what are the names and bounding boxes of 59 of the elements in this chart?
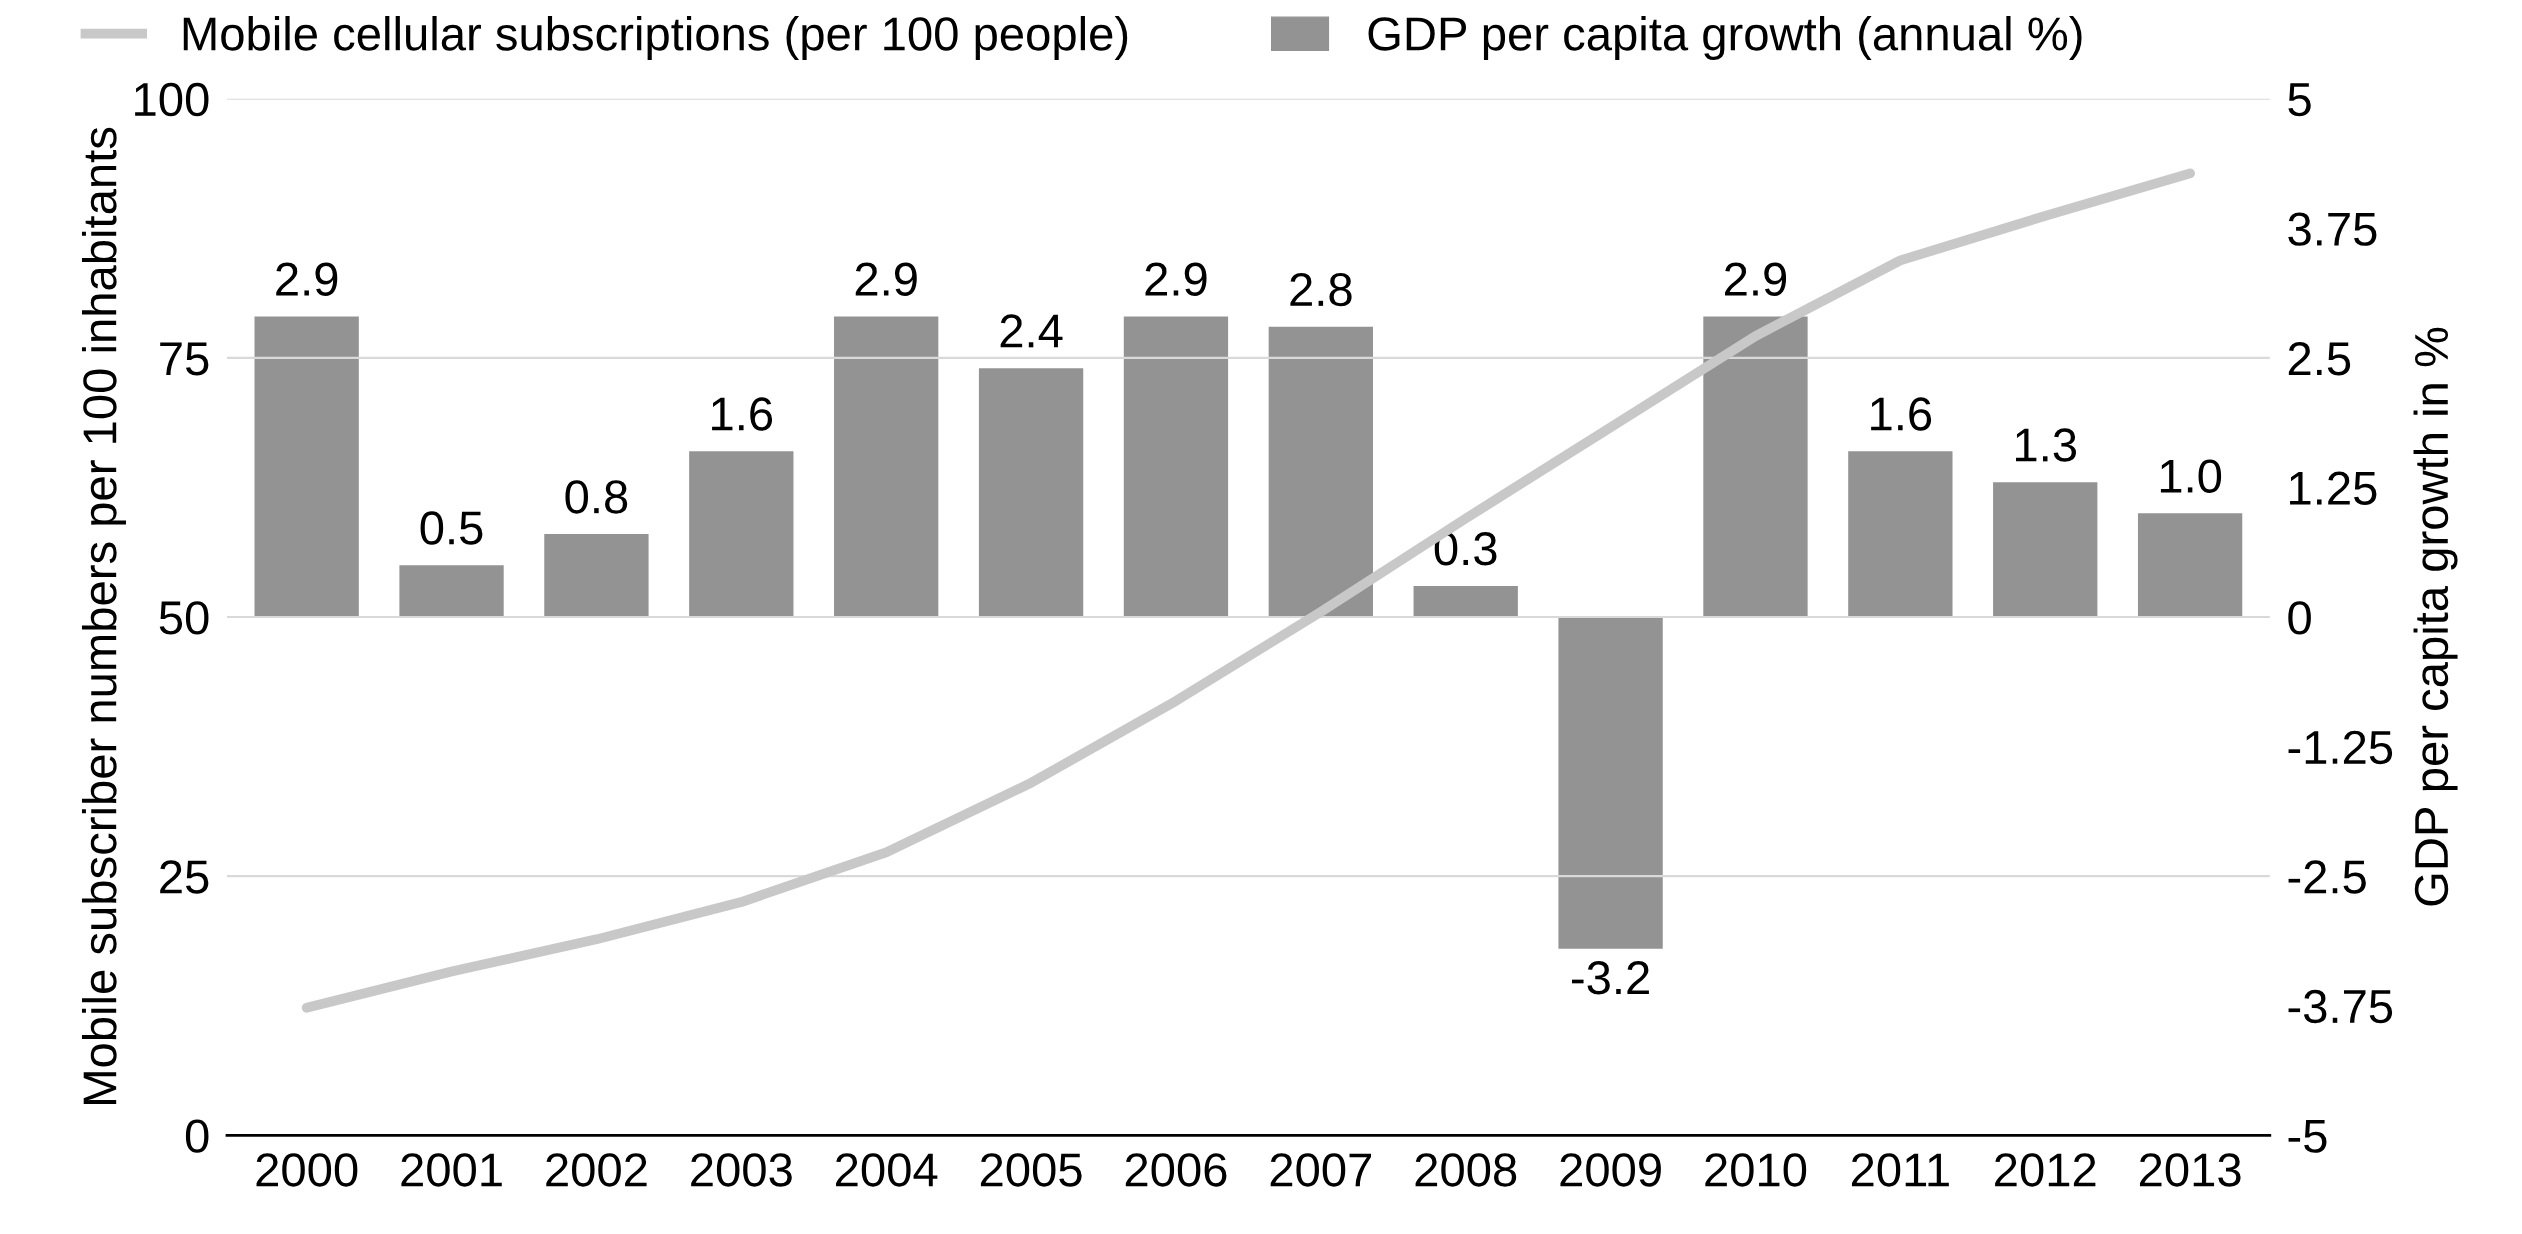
y2-tick-label: 5 <box>2288 83 2311 117</box>
bar <box>544 534 649 617</box>
x-tick-label: 2007 <box>1270 1153 1371 1187</box>
legend-label: Mobile cellular subscriptions (per 100 people) <box>183 16 1128 61</box>
data-label: 2.9 <box>1145 262 1207 296</box>
y2-tick-label: -5 <box>2288 1119 2327 1153</box>
x-tick-label: 2010 <box>1705 1153 1807 1187</box>
data-label: 1.0 <box>2160 459 2222 493</box>
y2-tick-label: -2.5 <box>2288 860 2366 894</box>
x-tick-label: 2002 <box>546 1153 647 1187</box>
x-tick-label: 2005 <box>980 1153 1082 1187</box>
data-label: 2.9 <box>1725 262 1787 296</box>
data-label: 1.6 <box>1871 397 1932 431</box>
bar <box>1703 316 1808 617</box>
y-tick-label: 100 <box>135 82 209 117</box>
y2-axis-title: GDP per capita growth in % <box>2413 327 2458 906</box>
bar <box>1848 451 1953 617</box>
bar <box>834 316 939 617</box>
y2-tick-label: 3.75 <box>2288 212 2377 246</box>
bar <box>399 565 504 617</box>
bar <box>689 451 794 617</box>
y-tick-label: 75 <box>160 342 209 376</box>
data-label: 2.4 <box>1000 314 1063 348</box>
x-tick-label: 2008 <box>1415 1153 1517 1187</box>
x-tick-label: 2004 <box>836 1153 938 1187</box>
data-label: 2.9 <box>276 262 338 296</box>
x-tick-label: 2011 <box>1851 1153 1949 1187</box>
y-axis-title: Mobile subscriber numbers per 100 inhabitants <box>81 127 126 1104</box>
y2-tick-label: 2.5 <box>2288 342 2351 376</box>
bar <box>1558 617 1663 949</box>
data-label: 1.6 <box>712 397 773 431</box>
data-label: 2.8 <box>1290 272 1352 307</box>
x-tick-label: 2012 <box>1995 1153 2096 1187</box>
y-tick-label: 50 <box>159 601 209 635</box>
data-label: 0.8 <box>565 480 628 514</box>
bar <box>1268 326 1373 617</box>
legend-label: GDP per capita growth (annual %) <box>1368 16 2082 61</box>
data-label: -3.2 <box>1572 961 1649 995</box>
data-label: 2.9 <box>855 262 917 296</box>
y2-tick-label: 1.25 <box>2290 471 2377 506</box>
bar <box>1413 585 1518 617</box>
bar <box>978 368 1084 617</box>
data-label: 0.5 <box>420 511 483 545</box>
y-tick-label: 0 <box>185 1119 209 1153</box>
y2-tick-label: 0 <box>2288 601 2311 635</box>
x-tick-label: 2000 <box>256 1153 358 1187</box>
x-tick-label: 2003 <box>691 1153 792 1187</box>
x-tick-label: 2009 <box>1560 1153 1661 1187</box>
x-tick-label: 2001 <box>401 1153 502 1187</box>
bar <box>1123 316 1229 617</box>
bar <box>2137 513 2243 617</box>
x-tick-label: 2006 <box>1125 1153 1227 1187</box>
data-label: 1.3 <box>2016 428 2076 462</box>
y2-tick-label: -3.75 <box>2288 989 2393 1024</box>
bar <box>1993 482 2098 617</box>
x-tick-label: 2013 <box>2139 1153 2241 1187</box>
y-tick-label: 25 <box>160 860 209 894</box>
y2-tick-label: -1.25 <box>2288 730 2393 765</box>
bar <box>254 316 359 617</box>
